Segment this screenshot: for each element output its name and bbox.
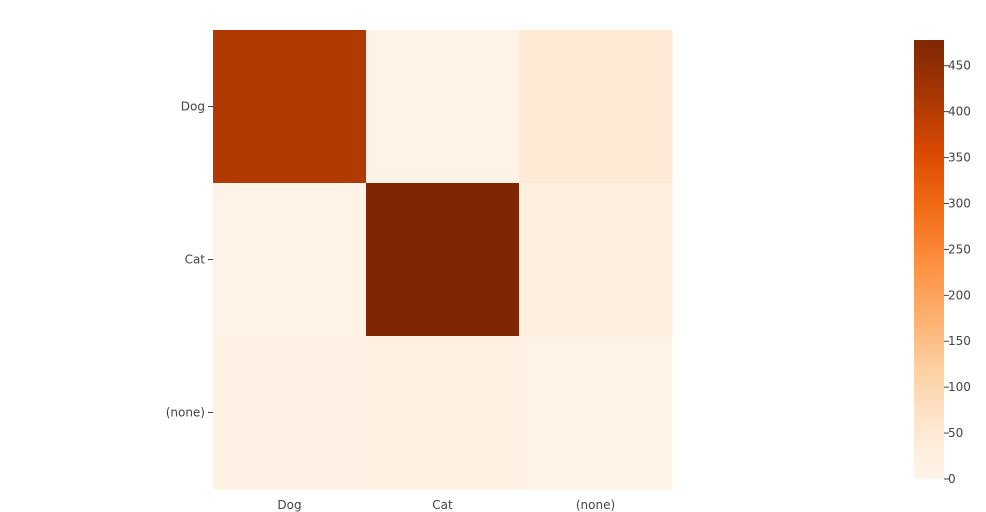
heatmap-cell bbox=[213, 336, 367, 490]
y-tick-label: Cat bbox=[185, 253, 206, 267]
heatmap-cell bbox=[366, 183, 520, 337]
heatmap-cell bbox=[213, 183, 367, 337]
colorbar-tick-label: 150 bbox=[948, 334, 971, 348]
y-tick-label: (none) bbox=[166, 406, 205, 420]
colorbar: 0 50 100 150 200 250 300 350 400 450 bbox=[914, 40, 971, 486]
colorbar-tick-label: 200 bbox=[948, 288, 971, 302]
x-tick-label: Cat bbox=[432, 498, 453, 512]
heatmap-cell bbox=[366, 30, 520, 184]
colorbar-tick-label: 400 bbox=[948, 105, 971, 119]
colorbar-tick-label: 100 bbox=[948, 380, 971, 394]
colorbar-tick-label: 450 bbox=[948, 59, 971, 73]
y-tick-label: Dog bbox=[181, 100, 205, 114]
x-tick-label: (none) bbox=[576, 498, 615, 512]
heatmap-cell bbox=[366, 336, 520, 490]
heatmap-cell bbox=[519, 30, 673, 184]
colorbar-tick-label: 350 bbox=[948, 151, 971, 165]
colorbar-tick-label: 50 bbox=[948, 426, 963, 440]
x-tick-label: Dog bbox=[277, 498, 301, 512]
heatmap-cell bbox=[519, 336, 673, 490]
heatmap-cell bbox=[519, 183, 673, 337]
colorbar-tick-label: 300 bbox=[948, 196, 971, 210]
colorbar-tick-label: 0 bbox=[948, 472, 956, 486]
colorbar-gradient bbox=[914, 40, 944, 479]
x-axis: Dog Cat (none) bbox=[277, 498, 615, 512]
heatmap-cell bbox=[213, 30, 367, 184]
y-axis: Dog Cat (none) bbox=[166, 100, 213, 420]
colorbar-tick-label: 250 bbox=[948, 242, 971, 256]
heatmap-cells bbox=[213, 30, 673, 490]
